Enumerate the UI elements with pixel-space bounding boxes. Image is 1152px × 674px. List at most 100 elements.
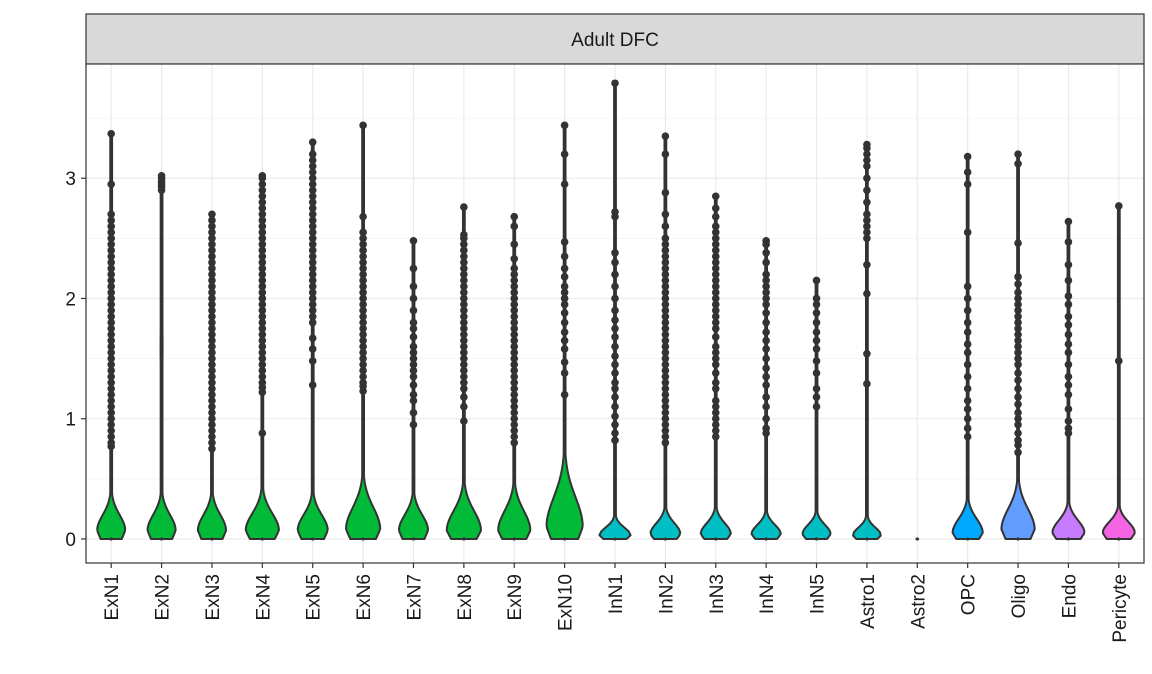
outlier-point <box>409 306 418 315</box>
outlier-point <box>308 318 317 327</box>
outlier-point <box>208 402 216 411</box>
outlier-point <box>812 369 821 377</box>
outlier-point <box>258 318 267 327</box>
facet-strip: Adult DFC <box>85 13 1145 65</box>
x-tick-label: ExN4 <box>253 574 274 621</box>
outlier-point <box>762 372 770 381</box>
outlier-point <box>762 288 770 297</box>
outlier-point <box>359 354 367 363</box>
outlier-point <box>711 282 720 291</box>
outlier-point <box>308 222 317 231</box>
outlier-point <box>107 420 115 429</box>
outlier-point <box>762 364 770 373</box>
outlier-point <box>510 318 519 327</box>
outlier-point <box>208 252 216 261</box>
outlier-point <box>863 234 871 243</box>
outlier-point <box>711 396 720 405</box>
outlier-point <box>762 309 770 317</box>
outlier-point <box>1064 381 1073 389</box>
outlier-point <box>711 402 720 411</box>
outlier-point <box>460 336 468 345</box>
outlier-point <box>359 372 367 381</box>
outlier-point <box>560 288 569 297</box>
outlier-points <box>107 79 1123 457</box>
outlier-point <box>258 306 267 315</box>
outlier-point <box>107 390 115 399</box>
outlier-point <box>611 369 619 377</box>
outlier-point <box>1014 376 1022 385</box>
outlier-point <box>661 210 670 219</box>
outlier-point <box>460 354 468 363</box>
outlier-point <box>762 381 770 389</box>
x-tick-label: InN1 <box>606 574 627 614</box>
facet-title: Adult DFC <box>571 30 659 51</box>
outlier-point <box>460 270 468 279</box>
outlier-point <box>208 276 216 285</box>
outlier-point <box>661 240 670 249</box>
outlier-point <box>359 282 367 291</box>
outlier-point <box>661 342 670 351</box>
outlier-point <box>510 294 519 303</box>
outlier-point <box>208 336 216 345</box>
outlier-point <box>258 300 267 309</box>
outlier-point <box>762 328 770 336</box>
plot-panel <box>85 63 1145 564</box>
outlier-point <box>460 246 468 255</box>
outlier-point <box>963 348 972 357</box>
median-point <box>966 537 970 541</box>
outlier-point <box>208 306 216 315</box>
outlier-point <box>1064 348 1073 357</box>
outlier-point <box>963 168 972 177</box>
outlier-point <box>963 432 972 441</box>
outlier-point <box>208 348 216 357</box>
outlier-point <box>611 333 619 341</box>
outlier-point <box>1014 312 1022 321</box>
outlier-point <box>409 348 418 357</box>
outlier-point <box>762 336 770 345</box>
outlier-point <box>460 348 468 357</box>
outlier-point <box>711 294 720 303</box>
outlier-point <box>409 294 418 303</box>
outlier-point <box>963 306 972 315</box>
median-point <box>260 537 264 541</box>
outlier-point <box>661 432 670 441</box>
x-tick-label: Astro2 <box>908 574 929 629</box>
outlier-point <box>711 300 720 309</box>
outlier-point <box>812 345 821 353</box>
outlier-point <box>611 208 619 216</box>
outlier-point <box>661 414 670 423</box>
median-point <box>764 537 768 541</box>
outlier-point <box>1064 217 1073 226</box>
outlier-point <box>711 384 720 393</box>
outlier-point <box>258 342 267 351</box>
outlier-point <box>661 294 670 303</box>
x-tick-label: InN3 <box>707 574 728 614</box>
median-point <box>563 537 567 541</box>
outlier-point <box>258 354 267 363</box>
outlier-point <box>308 282 317 291</box>
outlier-point <box>107 336 115 345</box>
outlier-point <box>762 424 770 433</box>
median-point <box>1117 537 1121 541</box>
outlier-point <box>107 378 115 387</box>
outlier-point <box>107 180 115 189</box>
x-tick-label: ExN2 <box>153 574 174 620</box>
outlier-point <box>963 405 972 413</box>
outlier-point <box>409 396 418 405</box>
outlier-point <box>711 258 720 267</box>
outlier-point <box>107 228 115 237</box>
outlier-point <box>611 270 619 279</box>
outlier-point <box>107 432 115 441</box>
outlier-point <box>661 396 670 405</box>
outlier-point <box>510 254 519 263</box>
outlier-point <box>1064 276 1073 285</box>
outlier-point <box>963 228 972 237</box>
outlier-point <box>711 228 720 237</box>
outlier-point <box>359 294 367 303</box>
outlier-point <box>661 336 670 345</box>
outlier-point <box>863 349 871 358</box>
outlier-point <box>208 234 216 243</box>
outlier-point <box>208 432 216 441</box>
outlier-point <box>711 234 720 243</box>
outlier-point <box>661 360 670 369</box>
